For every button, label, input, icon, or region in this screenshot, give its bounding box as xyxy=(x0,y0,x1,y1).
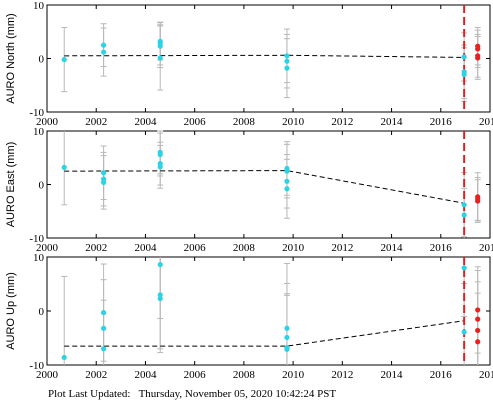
data-point xyxy=(101,170,107,176)
x-tick-label: 2018 xyxy=(479,242,493,254)
data-point xyxy=(284,178,290,184)
recent-data-point xyxy=(475,316,481,322)
x-tick-label: 2010 xyxy=(282,242,305,254)
y-axis-label: AURO North (mm) xyxy=(5,13,17,103)
footer-timestamp: Thursday, November 05, 2020 10:42:24 PST xyxy=(138,388,337,400)
x-tick-label: 2008 xyxy=(233,369,256,381)
data-point xyxy=(157,292,163,298)
recent-data-point xyxy=(475,327,481,334)
plot-frame xyxy=(46,4,491,113)
recent-data-point xyxy=(475,307,481,313)
recent-data-point xyxy=(475,198,481,204)
y-tick-label: 10 xyxy=(33,252,45,264)
x-tick-label: 2016 xyxy=(430,116,453,128)
x-tick-label: 2000 xyxy=(36,116,59,128)
data-point xyxy=(101,49,107,55)
data-point xyxy=(461,212,467,218)
data-point xyxy=(157,164,163,170)
data-point xyxy=(157,151,163,158)
recent-data-point xyxy=(475,46,481,52)
plot-frame xyxy=(46,130,491,239)
x-tick-label: 2002 xyxy=(85,369,107,381)
data-point xyxy=(157,43,163,49)
x-tick-label: 2012 xyxy=(331,242,353,254)
x-tick-label: 2012 xyxy=(331,116,353,128)
x-tick-label: 2016 xyxy=(430,369,453,381)
y-tick-label: 0 xyxy=(39,180,45,192)
x-tick-label: 2004 xyxy=(134,369,157,381)
recent-data-point xyxy=(475,339,481,345)
data-point xyxy=(461,202,467,208)
recent-data-point xyxy=(475,55,481,61)
x-tick-label: 2002 xyxy=(85,116,107,128)
trend-line xyxy=(64,54,465,58)
y-tick-label: 10 xyxy=(33,126,45,138)
x-tick-label: 2006 xyxy=(184,116,207,128)
chart-panel-2: 2000 2002 2004 2006 2008 2010 2012 2014 2016 2018… xyxy=(5,126,493,254)
data-point xyxy=(461,265,467,271)
data-point xyxy=(61,164,67,170)
data-point xyxy=(284,325,290,331)
x-tick-label: 2016 xyxy=(430,242,453,254)
data-point xyxy=(461,71,467,78)
data-point xyxy=(101,310,107,316)
data-point xyxy=(284,65,290,71)
data-point xyxy=(157,55,163,61)
y-tick-label: 0 xyxy=(39,54,45,66)
y-tick-label: -10 xyxy=(29,360,44,372)
x-tick-label: 2000 xyxy=(36,369,59,381)
data-point xyxy=(461,329,467,335)
data-point xyxy=(157,261,163,268)
chart-panel-3: 2000 2002 2004 2006 2008 2010 2012 2014 2016 2018… xyxy=(5,252,493,381)
y-axis-label: AURO East (mm) xyxy=(5,142,17,228)
plot-frame xyxy=(46,256,491,366)
y-tick-label: 10 xyxy=(33,0,45,12)
footer-label: Plot Last Updated: xyxy=(48,388,131,400)
x-tick-label: 2006 xyxy=(184,242,207,254)
data-point xyxy=(101,346,107,352)
data-point xyxy=(284,186,290,192)
data-point xyxy=(61,354,67,361)
data-point xyxy=(284,53,290,59)
x-tick-label: 2002 xyxy=(85,242,107,254)
data-point xyxy=(284,346,290,352)
chart-panel-1: 2000 2002 2004 2006 2008 2010 2012 2014 2016 2018… xyxy=(5,0,493,128)
x-tick-label: 2004 xyxy=(134,242,157,254)
x-tick-label: 2014 xyxy=(381,369,404,381)
x-tick-label: 2010 xyxy=(282,369,305,381)
trend-line xyxy=(64,320,465,347)
data-point xyxy=(461,54,467,60)
x-tick-label: 2018 xyxy=(479,116,493,128)
x-tick-label: 2008 xyxy=(233,116,256,128)
x-tick-label: 2004 xyxy=(134,116,157,128)
x-tick-label: 2014 xyxy=(381,116,404,128)
x-tick-label: 2014 xyxy=(381,242,404,254)
plot-last-updated: Plot Last Updated: Thursday, November 05… xyxy=(48,388,336,400)
y-tick-label: 0 xyxy=(39,306,45,318)
data-point xyxy=(157,295,163,302)
x-tick-label: 2010 xyxy=(282,116,305,128)
x-tick-label: 2012 xyxy=(331,369,353,381)
x-tick-label: 2018 xyxy=(479,369,493,381)
data-point xyxy=(61,56,67,63)
data-point xyxy=(284,58,290,64)
data-point xyxy=(101,42,107,48)
data-point xyxy=(284,168,290,174)
trend-line xyxy=(64,170,465,204)
y-tick-label: -10 xyxy=(29,107,44,119)
x-tick-label: 2006 xyxy=(184,369,207,381)
data-point xyxy=(284,334,290,341)
x-tick-label: 2008 xyxy=(233,242,256,254)
y-axis-label: AURO Up (mm) xyxy=(5,272,17,350)
x-tick-label: 2000 xyxy=(36,242,59,254)
data-point xyxy=(101,179,107,185)
y-tick-label: -10 xyxy=(29,233,44,245)
data-point xyxy=(101,325,107,331)
